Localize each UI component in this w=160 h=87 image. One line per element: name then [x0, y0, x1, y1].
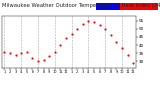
Point: [3, 51, 6, 52]
Point: [59, 44, 62, 46]
Point: [70, 33, 73, 34]
Point: [81, 23, 84, 25]
Point: [87, 20, 90, 21]
Point: [109, 35, 112, 36]
Point: [121, 48, 123, 49]
Point: [26, 51, 28, 52]
Point: [37, 61, 39, 62]
Point: [53, 51, 56, 52]
Text: Milwaukee Weather Outdoor Temperature vs Heat Index (24 Hours): Milwaukee Weather Outdoor Temperature vs…: [2, 3, 160, 8]
Point: [132, 62, 134, 64]
Point: [14, 54, 17, 56]
Point: [20, 52, 22, 54]
Point: [42, 59, 45, 60]
Point: [93, 21, 95, 23]
Point: [9, 52, 11, 54]
Point: [76, 28, 78, 29]
Point: [48, 56, 51, 57]
Point: [115, 41, 118, 42]
Point: [65, 38, 67, 39]
Point: [104, 28, 107, 29]
Point: [31, 57, 34, 59]
Point: [98, 25, 101, 26]
Point: [126, 54, 129, 56]
